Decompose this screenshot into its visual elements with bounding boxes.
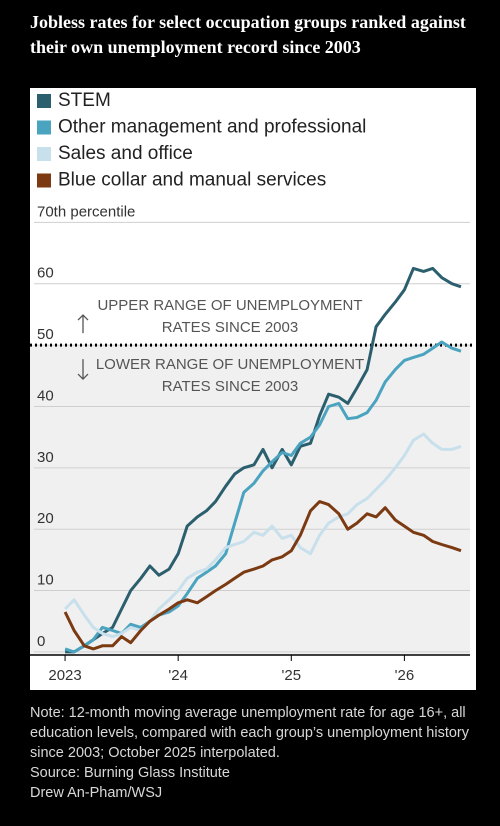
legend-label: Blue collar and manual services bbox=[58, 170, 326, 191]
chart: STEM Other management and professional Sal… bbox=[30, 88, 476, 690]
up-arrow bbox=[77, 314, 89, 334]
y-tick-label: 0 bbox=[37, 633, 45, 650]
y-tick-label: 10 bbox=[37, 572, 54, 589]
lower-range-shade bbox=[30, 345, 470, 655]
legend-label: Sales and office bbox=[58, 143, 193, 164]
y-tick-label: 60 bbox=[37, 265, 54, 282]
legend-swatch bbox=[37, 120, 51, 135]
series-line bbox=[65, 266, 462, 654]
series-line bbox=[63, 500, 462, 651]
x-tick-label: '26 bbox=[395, 667, 415, 684]
legend-swatch bbox=[37, 94, 51, 108]
y-tick-label: 30 bbox=[37, 449, 54, 466]
legend-swatch bbox=[37, 147, 51, 161]
lower-annotation: RATES SINCE 2003 bbox=[162, 378, 298, 395]
source: Source: Burning Glass Institute bbox=[30, 765, 230, 781]
notes: Note: 12-month moving average unemployme… bbox=[30, 703, 480, 803]
y-tick-label: 50 bbox=[37, 326, 54, 343]
note: Note: 12-month moving average unemployme… bbox=[30, 705, 470, 761]
x-tick-label: '25 bbox=[282, 667, 302, 684]
upper-annotation: UPPER RANGE OF UNEMPLOYMENT bbox=[97, 297, 362, 314]
upper-annotation: RATES SINCE 2003 bbox=[162, 319, 298, 336]
y-tick-label: 20 bbox=[37, 510, 54, 527]
series-line bbox=[64, 340, 462, 654]
x-tick-label: '24 bbox=[168, 667, 188, 684]
lower-annotation: LOWER RANGE OF UNEMPLOYMENT bbox=[96, 356, 364, 373]
y-tick-label: 40 bbox=[37, 387, 54, 404]
down-arrow bbox=[77, 359, 89, 381]
credit: Drew An-Pham/WSJ bbox=[30, 785, 163, 801]
legend-swatch bbox=[37, 173, 51, 188]
legend-label: Other management and professional bbox=[58, 117, 366, 138]
series-line bbox=[64, 432, 462, 639]
y-tick-label: 70th percentile bbox=[37, 203, 135, 220]
chart-title: Jobless rates for select occupation grou… bbox=[30, 12, 466, 57]
x-tick-label: 2023 bbox=[48, 667, 81, 684]
legend-label: STEM bbox=[58, 90, 111, 111]
